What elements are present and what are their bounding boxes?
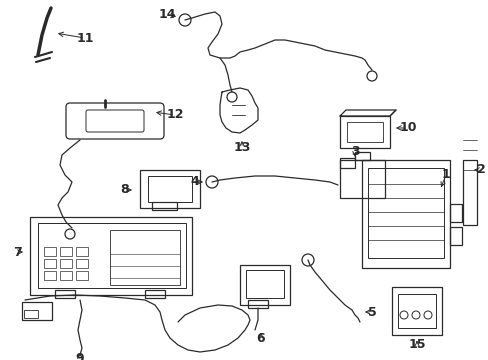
Text: 6: 6 (256, 332, 265, 345)
Bar (339, 160, 384, 198)
Bar (30, 217, 192, 295)
Bar (339, 158, 354, 168)
Bar (140, 170, 200, 208)
Bar (361, 160, 449, 268)
Bar (145, 290, 164, 298)
Text: 8: 8 (121, 184, 129, 197)
Bar (391, 287, 441, 335)
Bar (38, 223, 185, 288)
Bar (354, 152, 369, 160)
Text: 12: 12 (166, 108, 183, 121)
Text: 5: 5 (367, 306, 376, 319)
Text: 1: 1 (441, 168, 449, 181)
Bar (76, 247, 88, 256)
Bar (449, 204, 461, 222)
Bar (76, 259, 88, 268)
Bar (245, 270, 284, 298)
Bar (449, 227, 461, 245)
Bar (339, 116, 389, 148)
Bar (44, 247, 56, 256)
Bar (240, 265, 289, 305)
Bar (44, 271, 56, 280)
Bar (24, 310, 38, 318)
Bar (76, 271, 88, 280)
Text: 13: 13 (233, 141, 250, 154)
Text: 10: 10 (398, 121, 416, 135)
Bar (60, 271, 72, 280)
Text: 9: 9 (76, 351, 84, 360)
Bar (148, 176, 192, 202)
Text: 15: 15 (407, 338, 425, 351)
Bar (60, 259, 72, 268)
Bar (462, 160, 476, 225)
Text: 14: 14 (158, 9, 175, 22)
Text: 11: 11 (76, 31, 94, 45)
Bar (247, 300, 267, 308)
Bar (110, 230, 180, 285)
Bar (367, 168, 443, 258)
Bar (346, 122, 382, 142)
Text: 2: 2 (476, 163, 485, 176)
Text: 7: 7 (14, 246, 22, 258)
Text: 4: 4 (190, 175, 199, 189)
Bar (60, 247, 72, 256)
Bar (152, 202, 177, 210)
Bar (44, 259, 56, 268)
Bar (55, 290, 75, 298)
Bar (397, 294, 435, 328)
Bar (22, 302, 52, 320)
Text: 3: 3 (350, 145, 359, 158)
